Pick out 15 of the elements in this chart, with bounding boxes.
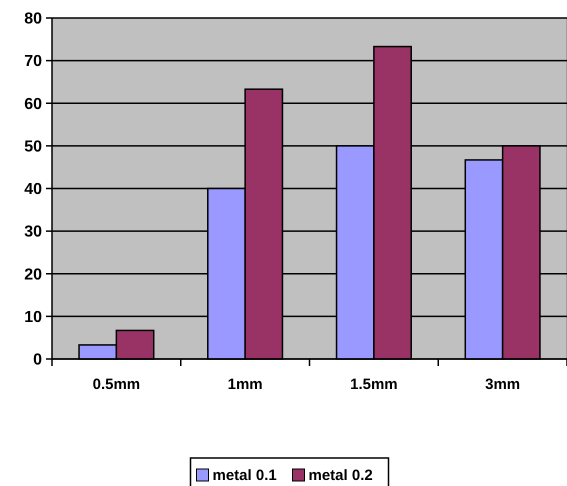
y-tick-label: 80 bbox=[24, 10, 42, 28]
x-tick-label: 3mm bbox=[485, 376, 520, 393]
legend-label: metal 0.2 bbox=[308, 467, 373, 484]
y-tick-label: 30 bbox=[24, 224, 42, 241]
y-tick-label: 0 bbox=[33, 352, 42, 369]
y-tick-label: 40 bbox=[24, 181, 42, 198]
y-tick-label: 70 bbox=[24, 53, 42, 70]
legend-label: metal 0.1 bbox=[212, 467, 277, 484]
y-tick-label: 20 bbox=[24, 266, 42, 284]
y-tick-label: 10 bbox=[24, 308, 42, 326]
x-tick-label: 1mm bbox=[228, 376, 263, 393]
y-tick-label: 50 bbox=[24, 138, 42, 156]
x-tick-label: 1.5mm bbox=[350, 376, 398, 393]
y-tick-label: 60 bbox=[24, 96, 42, 113]
x-tick-label: 0.5mm bbox=[92, 376, 140, 393]
